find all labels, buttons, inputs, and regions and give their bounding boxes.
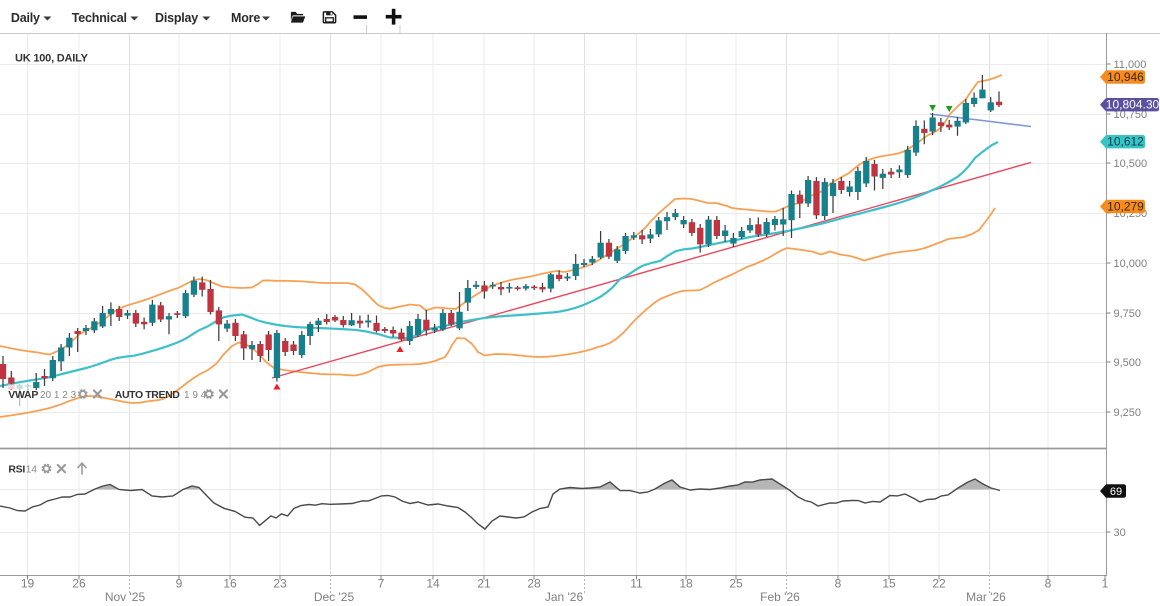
svg-text:8: 8 <box>835 577 842 591</box>
svg-text:10,804.30: 10,804.30 <box>1106 98 1160 112</box>
svg-text:Mar '26: Mar '26 <box>966 590 1006 604</box>
svg-text:18: 18 <box>679 577 693 591</box>
svg-text:22: 22 <box>932 577 946 591</box>
svg-text:9,250: 9,250 <box>1114 407 1142 419</box>
svg-text:10,612: 10,612 <box>1107 135 1144 149</box>
svg-text:30: 30 <box>1114 527 1126 539</box>
svg-text:11: 11 <box>630 577 643 591</box>
svg-text:Daily: Daily <box>11 11 40 25</box>
svg-text:10,279: 10,279 <box>1107 200 1144 214</box>
svg-text:Dec '25: Dec '25 <box>314 590 355 604</box>
svg-text:19: 19 <box>21 577 35 591</box>
svg-text:15: 15 <box>882 577 896 591</box>
svg-text:11,000: 11,000 <box>1114 59 1147 71</box>
svg-text:23: 23 <box>273 577 287 591</box>
svg-text:7: 7 <box>378 577 385 591</box>
svg-text:9,500: 9,500 <box>1114 357 1142 369</box>
svg-text:UK 100, DAILY: UK 100, DAILY <box>15 53 89 65</box>
svg-text:Feb '26: Feb '26 <box>760 590 800 604</box>
svg-text:14: 14 <box>26 465 38 476</box>
svg-text:9,750: 9,750 <box>1114 308 1142 320</box>
svg-text:More: More <box>231 11 260 25</box>
svg-text:Display: Display <box>155 11 198 25</box>
svg-text:Technical: Technical <box>72 11 127 25</box>
svg-text:14: 14 <box>426 577 440 591</box>
svg-text:69: 69 <box>1110 486 1122 498</box>
svg-text:RSI: RSI <box>8 464 25 476</box>
svg-text:26: 26 <box>72 577 86 591</box>
svg-text:1 9 4: 1 9 4 <box>184 390 207 401</box>
svg-text:28: 28 <box>527 577 541 591</box>
svg-text:10,500: 10,500 <box>1114 158 1148 170</box>
svg-text:20 1 2 3: 20 1 2 3 <box>40 390 77 401</box>
svg-text:10,750: 10,750 <box>1114 109 1148 121</box>
svg-text:Jan '26: Jan '26 <box>545 590 584 604</box>
svg-text:AUTO TREND: AUTO TREND <box>115 389 180 401</box>
svg-text:25: 25 <box>729 577 743 591</box>
svg-text:8: 8 <box>1045 577 1052 591</box>
svg-text:VWAP: VWAP <box>8 389 38 401</box>
svg-text:9: 9 <box>176 577 183 591</box>
svg-text:1: 1 <box>1102 577 1109 591</box>
svg-text:Nov '25: Nov '25 <box>105 590 146 604</box>
svg-text:10,946: 10,946 <box>1107 70 1144 84</box>
svg-text:21: 21 <box>477 577 491 591</box>
svg-text:16: 16 <box>223 577 237 591</box>
svg-text:10,000: 10,000 <box>1114 258 1148 270</box>
